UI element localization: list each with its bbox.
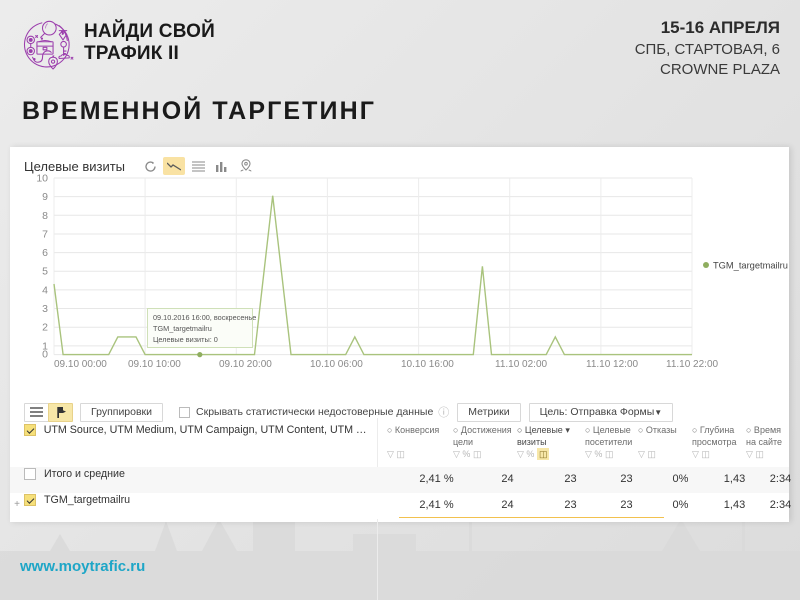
svg-text:TGM_targetmailru: TGM_targetmailru <box>713 261 788 271</box>
svg-text:09.10 00:00: 09.10 00:00 <box>54 359 107 370</box>
svg-text:09.10 20:00: 09.10 20:00 <box>219 359 272 370</box>
svg-text:4: 4 <box>42 284 48 296</box>
svg-text:11.10 22:00: 11.10 22:00 <box>666 359 719 370</box>
svg-text:10: 10 <box>36 173 48 185</box>
svg-text:8: 8 <box>42 210 48 222</box>
svg-text:2: 2 <box>42 322 48 334</box>
svg-text:6: 6 <box>42 247 48 259</box>
svg-text:9: 9 <box>42 191 48 203</box>
svg-text:0: 0 <box>42 349 48 361</box>
svg-text:09.10 10:00: 09.10 10:00 <box>128 359 181 370</box>
svg-text:11.10 02:00: 11.10 02:00 <box>495 359 548 370</box>
svg-text:10.10 16:00: 10.10 16:00 <box>401 359 454 370</box>
svg-text:7: 7 <box>42 228 48 240</box>
svg-text:5: 5 <box>42 266 48 278</box>
svg-text:11.10 12:00: 11.10 12:00 <box>586 359 639 370</box>
svg-text:3: 3 <box>42 303 48 315</box>
svg-text:10.10 06:00: 10.10 06:00 <box>310 359 363 370</box>
